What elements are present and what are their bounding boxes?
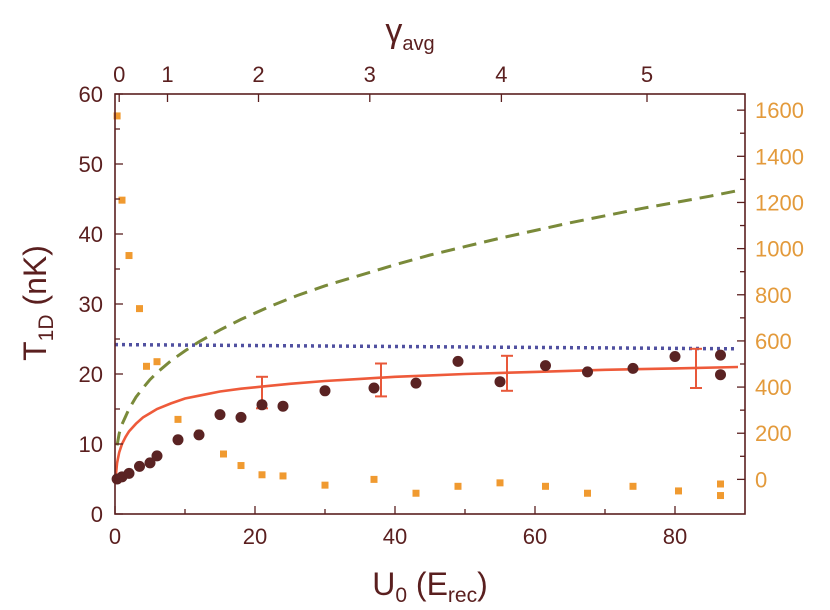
x-tick-label: 80	[663, 524, 687, 549]
dotted-line	[114, 342, 739, 351]
x-axis-title-unit-sub: rec	[448, 584, 477, 607]
top-axis-title-sub: avg	[402, 33, 434, 55]
square-point	[717, 480, 724, 488]
square-point	[118, 196, 126, 204]
solid-curve	[114, 365, 739, 478]
square-point	[496, 479, 504, 487]
dot-point	[319, 385, 331, 397]
y-axis-title-sub: 1D	[35, 314, 58, 341]
y-tick-label: 50	[79, 152, 103, 177]
y-axis-title: T1D (nK)	[17, 245, 58, 361]
square-point	[412, 489, 420, 497]
y2-tick-label: 1200	[755, 190, 804, 215]
square-point	[143, 362, 150, 370]
top-axis-title: γavg	[385, 12, 434, 55]
square-point	[113, 112, 121, 120]
square-point	[220, 450, 227, 458]
square-point	[675, 487, 682, 495]
y-tick-label: 40	[79, 222, 103, 247]
dot-point	[193, 429, 205, 441]
square-point	[136, 305, 143, 313]
dot-point	[627, 362, 639, 374]
x-axis-title-main: U	[372, 566, 395, 602]
top-tick-label: 2	[252, 62, 264, 87]
x-axis-title: U0 (Erec)	[372, 566, 488, 607]
y2-tick-label: 0	[755, 467, 767, 492]
dot-point	[494, 376, 506, 388]
y-axis-title-main: T	[17, 341, 53, 361]
square-point	[321, 481, 329, 489]
top-tick-label: 4	[495, 62, 507, 87]
top-tick-label: 3	[364, 62, 376, 87]
dot-point	[151, 450, 163, 462]
square-point	[258, 471, 266, 479]
y-tick-label: 20	[79, 362, 103, 387]
dot-point	[256, 399, 268, 411]
dot-point	[172, 434, 184, 446]
dot-point	[410, 377, 422, 389]
y2-tick-label: 600	[755, 329, 792, 354]
dot-point	[715, 369, 726, 381]
square-point	[174, 415, 182, 423]
dot-point	[123, 467, 135, 479]
x-tick-label: 60	[523, 524, 547, 549]
dot-point	[144, 457, 156, 469]
y-tick-label: 60	[79, 82, 103, 107]
x-tick-label: 40	[383, 524, 407, 549]
square-point	[454, 482, 462, 490]
square-point	[237, 462, 245, 470]
y2-tick-label: 800	[755, 283, 792, 308]
top-tick-label: 0	[113, 62, 125, 87]
dot-point	[669, 351, 681, 362]
x-axis-title-sub: 0	[395, 584, 407, 607]
y2-tick-label: 200	[755, 421, 792, 446]
x-axis-title-unit: (E	[407, 566, 448, 602]
square-point	[584, 489, 591, 497]
top-tick-label: 5	[641, 62, 653, 87]
x-axis-title-close: )	[477, 566, 488, 602]
x-tick-label: 20	[243, 524, 267, 549]
dot-point	[540, 360, 551, 372]
y-tick-label: 30	[79, 292, 103, 317]
x-tick-label: 0	[109, 524, 121, 549]
dot-point	[214, 409, 226, 421]
dot-point	[582, 366, 593, 378]
square-point	[542, 482, 549, 490]
y-tick-label: 10	[79, 432, 103, 457]
dashed-curve	[115, 189, 739, 446]
error-bars-layer	[256, 347, 702, 410]
square-point	[629, 482, 637, 490]
y-axis-title-unit: (nK)	[17, 245, 53, 314]
dot-point	[277, 400, 289, 412]
dot-point	[134, 460, 145, 472]
y2-tick-label: 400	[755, 375, 792, 400]
square-point	[279, 472, 287, 480]
dot-point	[368, 382, 380, 394]
dot-point	[235, 411, 247, 423]
dot-point	[452, 355, 464, 367]
y2-tick-label: 1400	[755, 144, 804, 169]
square-point	[153, 358, 161, 366]
dot-point	[715, 349, 726, 361]
y-tick-label: 0	[91, 502, 103, 527]
square-point	[370, 475, 378, 483]
y2-tick-label: 1600	[755, 98, 804, 123]
square-point	[125, 252, 133, 260]
top-axis-title-main: γ	[385, 12, 402, 50]
markers-layer	[111, 112, 726, 500]
y2-tick-label: 1000	[755, 237, 804, 262]
curves-layer	[114, 189, 739, 478]
square-point	[717, 492, 724, 500]
top-tick-label: 1	[161, 62, 173, 87]
ticks-layer: 0 20 40 60 800102030405060020040060080010001…	[79, 62, 804, 549]
